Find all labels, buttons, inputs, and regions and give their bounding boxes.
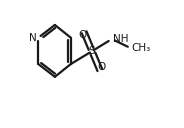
Text: O: O xyxy=(98,62,106,72)
Text: O: O xyxy=(78,30,86,40)
Text: NH: NH xyxy=(113,34,128,44)
Text: N: N xyxy=(29,33,37,43)
Text: CH₃: CH₃ xyxy=(131,43,151,53)
Text: S: S xyxy=(89,46,95,56)
